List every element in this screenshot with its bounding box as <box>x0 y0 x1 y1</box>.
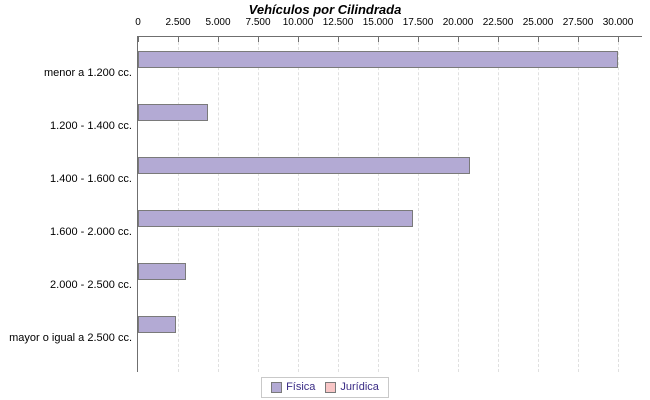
x-axis-tick-label: 10.000 <box>282 17 314 28</box>
category-label: menor a 1.200 cc. <box>43 67 132 79</box>
legend-item: Jurídica <box>325 381 379 394</box>
x-axis-line <box>137 36 642 37</box>
bar <box>138 51 618 68</box>
legend-box: Física Jurídica <box>261 377 389 398</box>
x-gridline <box>618 37 619 372</box>
x-axis-tick-label: 15.000 <box>362 17 394 28</box>
x-gridline <box>498 37 499 372</box>
x-gridline <box>578 37 579 372</box>
x-axis-tick-label: 5.000 <box>205 17 231 28</box>
legend-swatch <box>271 382 283 393</box>
x-gridline <box>298 37 299 372</box>
x-axis-tick <box>378 37 379 42</box>
x-gridline <box>458 37 459 372</box>
category-label: 2.000 - 2.500 cc. <box>50 279 132 291</box>
x-axis-tick-label: 7.500 <box>245 17 271 28</box>
x-gridline <box>178 37 179 372</box>
x-gridline <box>418 37 419 372</box>
bar <box>138 210 414 227</box>
x-axis-tick-label: 17.500 <box>402 17 434 28</box>
bar <box>138 157 470 174</box>
x-axis-tick <box>218 37 219 42</box>
x-axis-tick-label: 12.500 <box>322 17 354 28</box>
legend-label: Jurídica <box>340 381 379 393</box>
x-axis-tick <box>578 37 579 42</box>
x-axis-tick-label: 20.000 <box>442 17 474 28</box>
x-gridline <box>338 37 339 372</box>
legend: Física Jurídica <box>0 377 650 398</box>
bar <box>138 104 209 121</box>
x-gridline <box>258 37 259 372</box>
y-axis-line <box>137 36 138 372</box>
x-axis-tick <box>538 37 539 42</box>
x-axis-tick-label: 25.000 <box>522 17 554 28</box>
x-gridline <box>538 37 539 372</box>
category-label: 1.600 - 2.000 cc. <box>50 226 132 238</box>
x-axis-tick <box>618 37 619 42</box>
x-gridline <box>218 37 219 372</box>
x-axis-tick <box>418 37 419 42</box>
x-axis-tick <box>458 37 459 42</box>
legend-label: Física <box>286 381 316 393</box>
bar <box>138 316 177 333</box>
x-gridline <box>378 37 379 372</box>
x-axis-tick <box>258 37 259 42</box>
legend-swatch <box>325 382 337 393</box>
x-axis-tick <box>138 37 139 42</box>
category-label: 1.200 - 1.400 cc. <box>50 120 132 132</box>
category-label: 1.400 - 1.600 cc. <box>50 173 132 185</box>
bar <box>138 263 186 280</box>
x-axis-tick <box>498 37 499 42</box>
legend-item: Física <box>271 381 315 394</box>
chart-title: Vehículos por Cilindrada <box>248 2 402 17</box>
x-axis-tick-label: 30.000 <box>602 17 634 28</box>
category-label: mayor o igual a 2.500 cc. <box>9 332 132 344</box>
x-axis-tick <box>338 37 339 42</box>
x-axis-tick-label: 2.500 <box>165 17 191 28</box>
x-axis-tick <box>298 37 299 42</box>
x-axis-tick-label: 27.500 <box>562 17 594 28</box>
x-axis-tick-label: 0 <box>135 17 141 28</box>
x-axis-tick <box>178 37 179 42</box>
x-axis-tick-label: 22.500 <box>482 17 514 28</box>
